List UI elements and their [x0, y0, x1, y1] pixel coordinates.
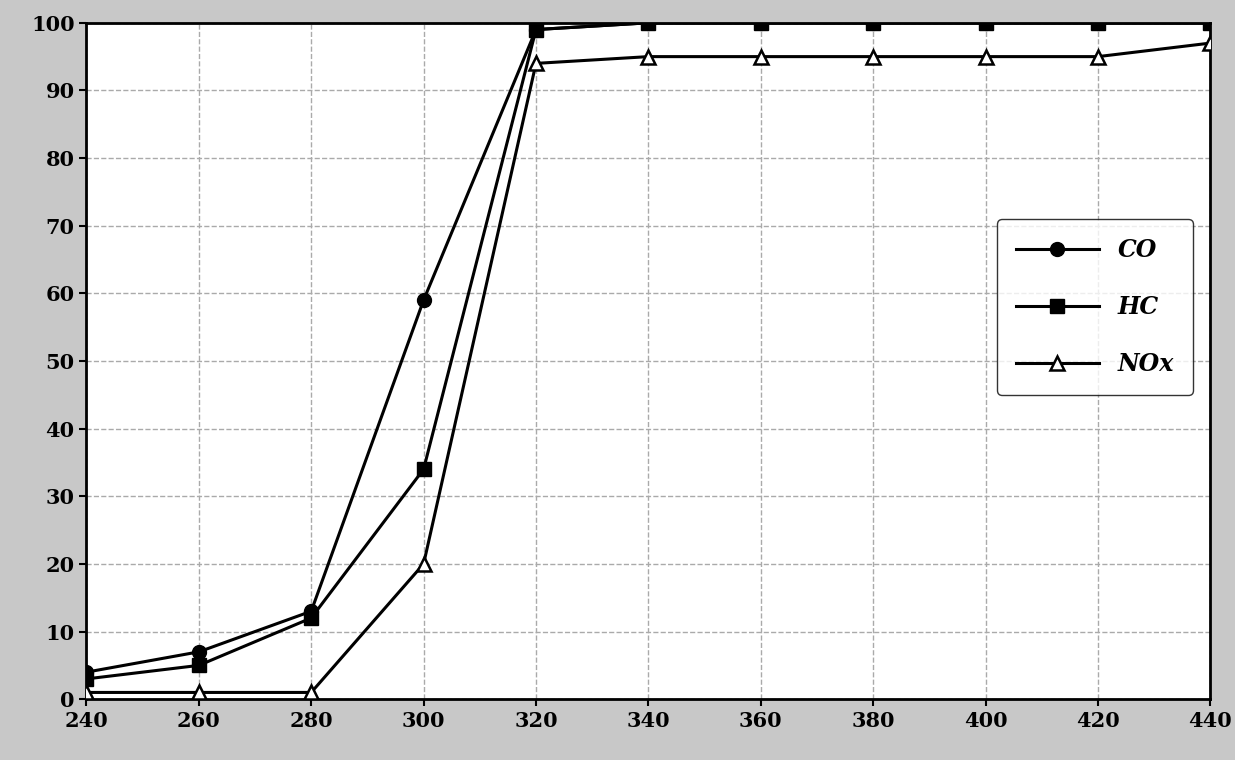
NOx — [641, 52, 656, 62]
NOx — [529, 59, 543, 68]
NOx — [191, 688, 206, 697]
HC — [978, 18, 993, 27]
CO — [191, 648, 206, 657]
NOx — [978, 52, 993, 62]
CO — [866, 18, 881, 27]
NOx — [1091, 52, 1105, 62]
CO — [529, 25, 543, 34]
CO — [79, 667, 94, 676]
NOx — [1203, 39, 1218, 48]
HC — [304, 613, 319, 622]
HC — [641, 18, 656, 27]
Line: CO: CO — [79, 16, 1218, 679]
NOx — [304, 688, 319, 697]
Line: HC: HC — [79, 16, 1218, 686]
HC — [529, 25, 543, 34]
Line: NOx: NOx — [79, 36, 1218, 699]
CO — [978, 18, 993, 27]
CO — [753, 18, 768, 27]
HC — [1203, 18, 1218, 27]
HC — [191, 661, 206, 670]
Legend: CO, HC, NOx: CO, HC, NOx — [997, 219, 1193, 395]
HC — [866, 18, 881, 27]
CO — [416, 296, 431, 305]
HC — [79, 674, 94, 683]
NOx — [753, 52, 768, 62]
NOx — [416, 559, 431, 568]
NOx — [866, 52, 881, 62]
HC — [416, 464, 431, 473]
CO — [641, 18, 656, 27]
CO — [1091, 18, 1105, 27]
HC — [753, 18, 768, 27]
HC — [1091, 18, 1105, 27]
CO — [1203, 18, 1218, 27]
NOx — [79, 688, 94, 697]
CO — [304, 606, 319, 616]
